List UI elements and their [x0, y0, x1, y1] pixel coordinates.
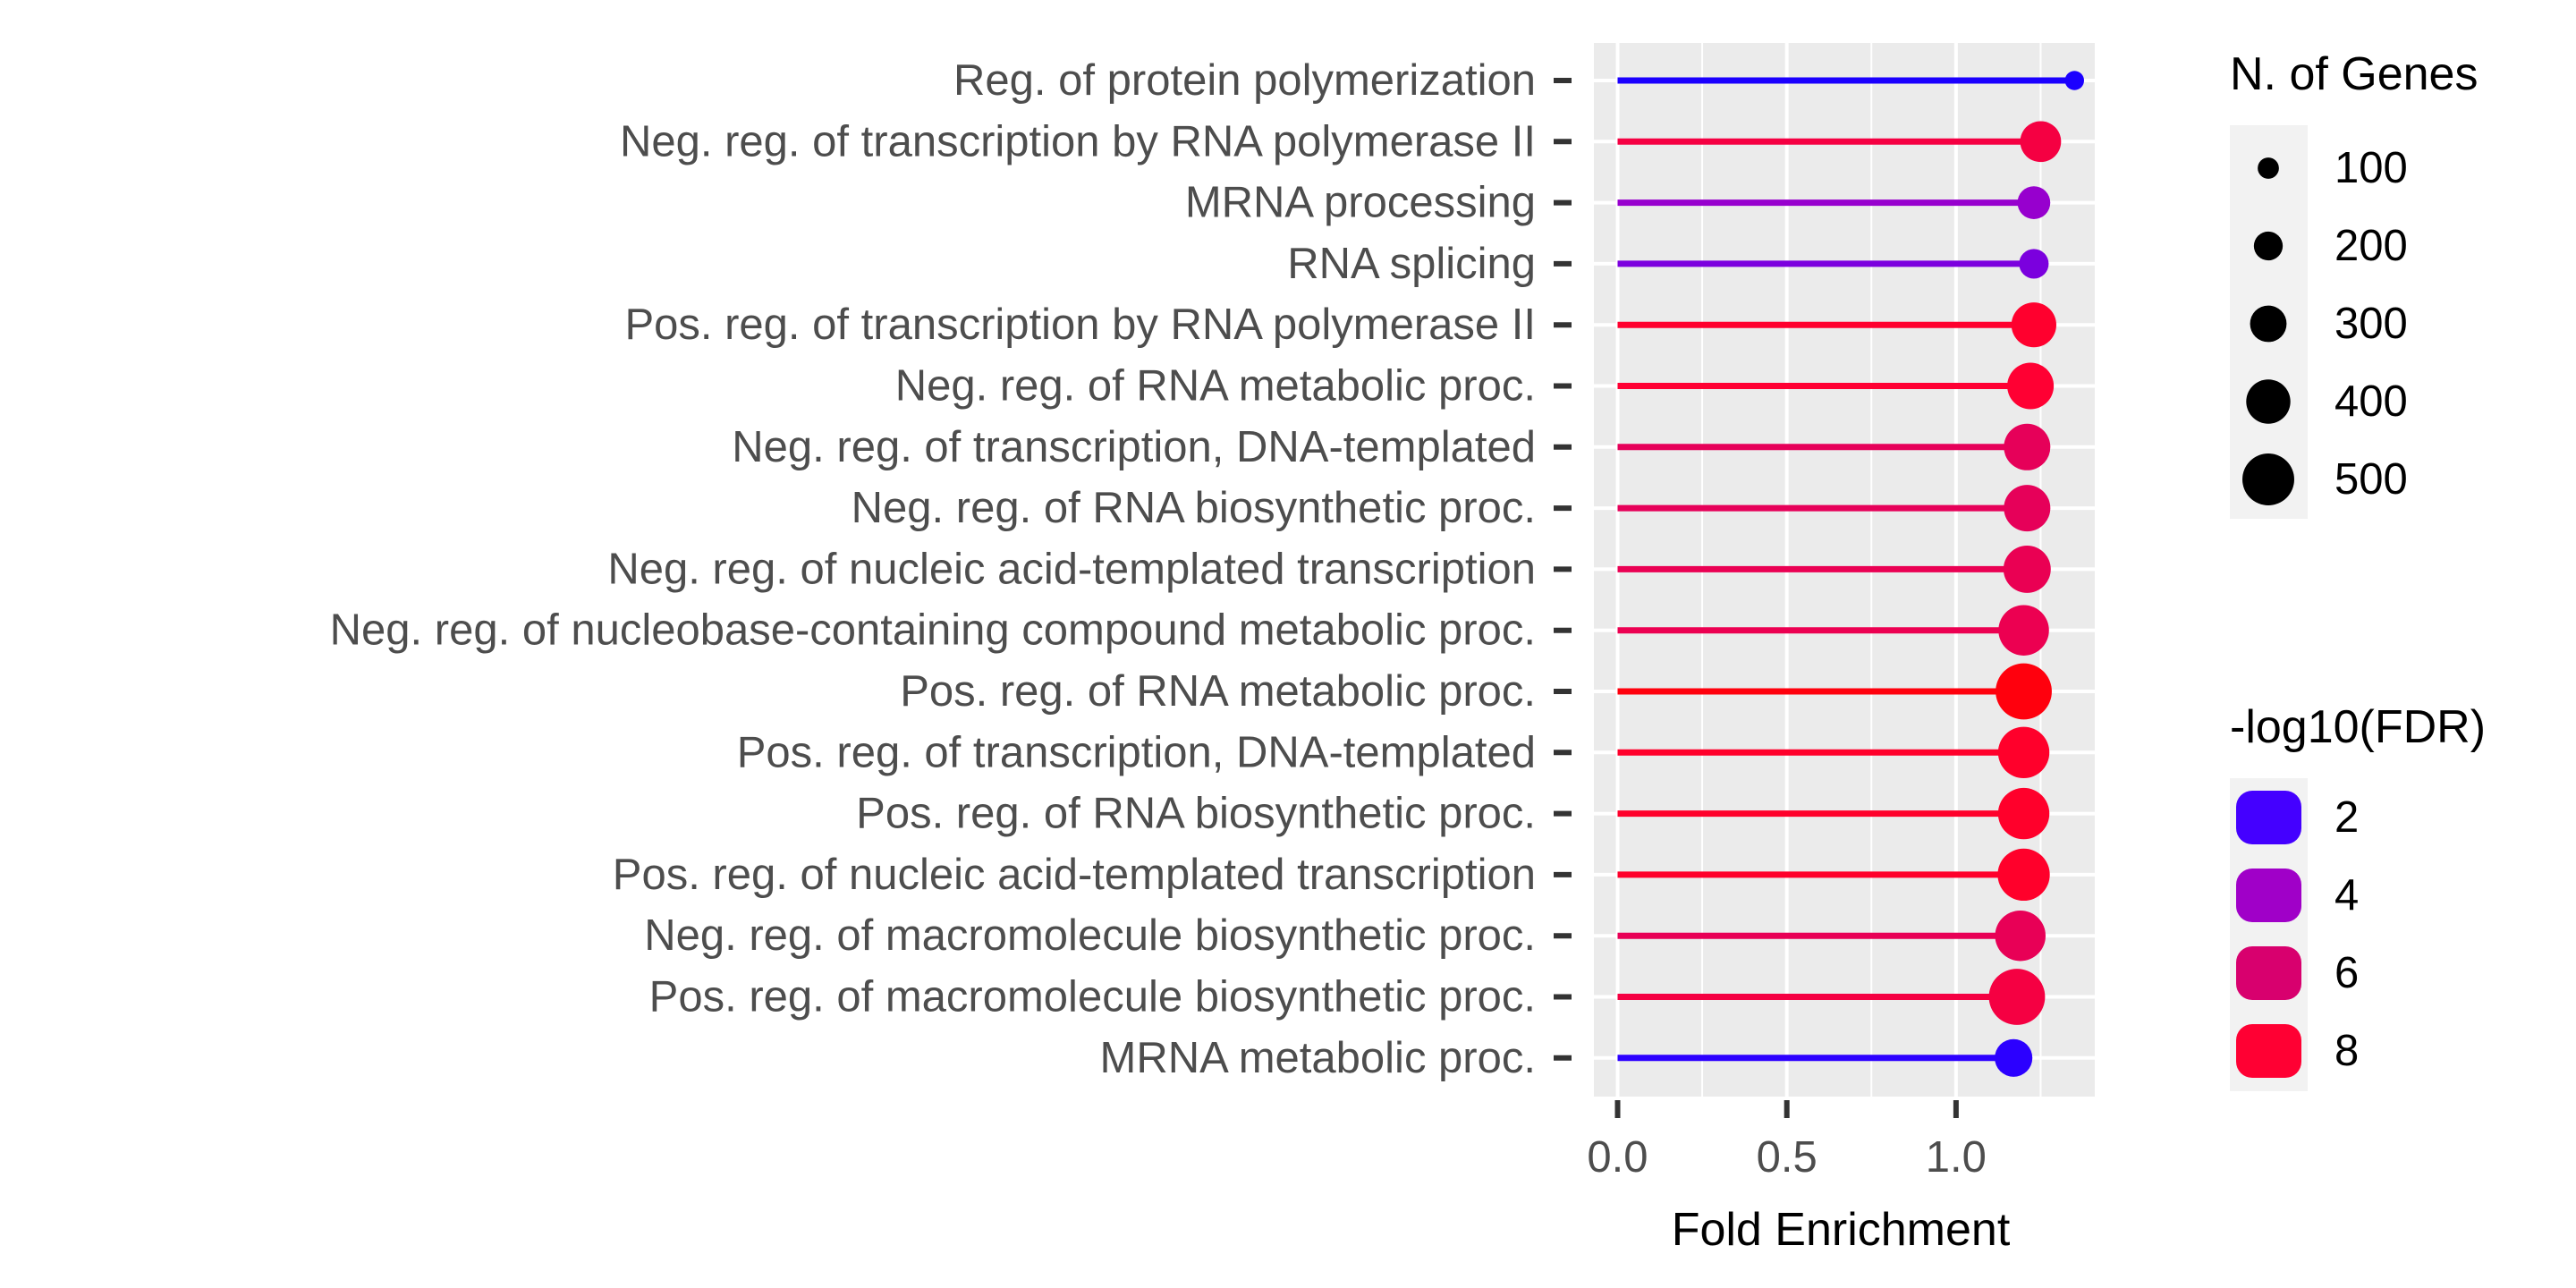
lollipop-point-4 — [2012, 302, 2056, 347]
x-axis-title: Fold Enrichment — [1672, 1204, 2011, 1256]
lollipop-point-13 — [1997, 849, 2049, 901]
y-tick-label-4: Pos. reg. of transcription by RNA polyme… — [624, 301, 1536, 349]
y-tick-label-7: Neg. reg. of RNA biosynthetic proc. — [852, 484, 1536, 532]
size-legend-key-0 — [2258, 157, 2279, 179]
color-legend-title: -log10(FDR) — [2230, 701, 2486, 753]
y-tick-label-14: Neg. reg. of macromolecule biosynthetic … — [644, 911, 1536, 960]
lollipop-point-7 — [2004, 485, 2050, 531]
lollipop-point-3 — [2019, 249, 2048, 278]
lollipop-point-16 — [1995, 1039, 2032, 1077]
y-tick-label-6: Neg. reg. of transcription, DNA-template… — [732, 423, 1536, 471]
lollipop-point-10 — [1996, 664, 2052, 720]
x-tick-label-0: 0.0 — [1587, 1133, 1648, 1182]
color-legend-label-3: 8 — [2334, 1027, 2359, 1075]
lollipop-point-5 — [2007, 363, 2054, 410]
y-axis-labels: Reg. of protein polymerization Neg. reg. … — [330, 56, 1536, 1082]
size-legend-key-1 — [2254, 232, 2283, 260]
size-legend-label-4: 500 — [2334, 455, 2408, 504]
size-legend-label-0: 100 — [2334, 144, 2408, 192]
size-legend-key-4 — [2242, 453, 2294, 505]
lollipop-point-15 — [1989, 969, 2046, 1025]
size-legend: N. of Genes 100 200 300 400 500 — [2230, 48, 2478, 519]
color-legend-key-1 — [2236, 869, 2301, 922]
size-legend-label-2: 300 — [2334, 300, 2408, 348]
size-legend-key-3 — [2246, 379, 2290, 423]
x-tick-label-1: 0.5 — [1757, 1133, 1818, 1182]
y-tick-label-5: Neg. reg. of RNA metabolic proc. — [895, 362, 1536, 411]
color-legend-label-2: 6 — [2334, 949, 2359, 997]
y-tick-label-9: Neg. reg. of nucleobase-containing compo… — [330, 606, 1536, 655]
lollipop-point-9 — [1998, 605, 2049, 656]
size-legend-key-2 — [2250, 306, 2287, 343]
color-legend: -log10(FDR) 2 4 6 8 — [2230, 701, 2486, 1091]
x-axis-labels: 0.0 0.5 1.0 — [1587, 1133, 1987, 1182]
y-tick-label-1: Neg. reg. of transcription by RNA polyme… — [620, 117, 1536, 165]
color-legend-key-0 — [2236, 791, 2301, 844]
lollipop-point-1 — [2021, 121, 2062, 162]
y-tick-label-3: RNA splicing — [1287, 240, 1536, 288]
lollipop-point-12 — [1998, 788, 2049, 839]
y-tick-label-0: Reg. of protein polymerization — [953, 56, 1536, 105]
y-tick-label-13: Pos. reg. of nucleic acid-templated tran… — [613, 851, 1536, 899]
lollipop-point-6 — [2004, 424, 2050, 470]
color-legend-label-0: 2 — [2334, 793, 2359, 842]
size-legend-label-1: 200 — [2334, 222, 2408, 270]
y-tick-label-16: MRNA metabolic proc. — [1100, 1034, 1536, 1082]
y-tick-label-10: Pos. reg. of RNA metabolic proc. — [900, 667, 1536, 716]
lollipop-point-14 — [1996, 911, 2046, 962]
x-tick-label-2: 1.0 — [1926, 1133, 1987, 1182]
lollipop-point-2 — [2018, 186, 2051, 219]
y-tick-label-15: Pos. reg. of macromolecule biosynthetic … — [649, 973, 1536, 1021]
color-legend-label-1: 4 — [2334, 871, 2359, 919]
size-legend-title: N. of Genes — [2230, 48, 2478, 100]
y-tick-label-2: MRNA processing — [1185, 179, 1536, 227]
color-legend-key-2 — [2236, 946, 2301, 1000]
lollipop-point-11 — [1998, 727, 2049, 778]
y-tick-label-8: Neg. reg. of nucleic acid-templated tran… — [607, 545, 1536, 593]
y-tick-label-12: Pos. reg. of RNA biosynthetic proc. — [856, 790, 1536, 838]
lollipop-point-8 — [2004, 546, 2051, 593]
y-tick-label-11: Pos. reg. of transcription, DNA-template… — [737, 728, 1536, 776]
lollipop-point-0 — [2065, 71, 2084, 89]
color-legend-key-3 — [2236, 1024, 2301, 1078]
size-legend-label-3: 400 — [2334, 377, 2408, 426]
